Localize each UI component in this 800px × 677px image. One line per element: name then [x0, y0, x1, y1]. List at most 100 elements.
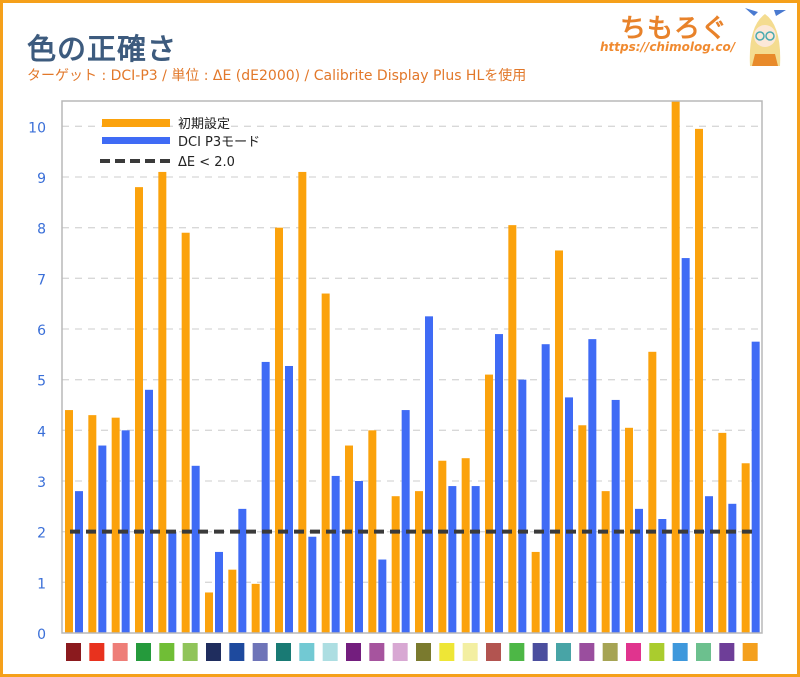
- site-logo: ちもろぐ https://chimolog.co/: [600, 6, 790, 66]
- bar-initial: [88, 415, 97, 633]
- legend: 初期設定 DCI P3モード ΔE < 2.0: [100, 116, 260, 170]
- bar-initial: [648, 351, 657, 633]
- bar-dci-p3: [681, 258, 690, 633]
- bar-initial: [181, 232, 190, 633]
- y-tick-label: 5: [37, 374, 46, 390]
- color-patch: [392, 643, 408, 661]
- bar-dci-p3: [565, 397, 573, 633]
- y-tick-label: 1: [37, 576, 46, 592]
- color-patch: [556, 643, 571, 661]
- color-patch: [346, 643, 361, 661]
- bar-initial: [321, 293, 330, 633]
- bar-initial: [718, 432, 727, 633]
- bar-dci-p3: [635, 508, 643, 633]
- plot-border: [61, 100, 763, 634]
- bar-initial: [251, 583, 260, 633]
- bar-dci-p3: [425, 316, 433, 633]
- color-patch: [159, 643, 175, 661]
- color-patch: [299, 643, 315, 661]
- bar-initial: [275, 227, 283, 633]
- color-patch: [579, 643, 595, 661]
- color-patch: [719, 643, 735, 661]
- bar-dci-p3: [518, 379, 527, 633]
- y-tick-label: 10: [28, 120, 46, 136]
- color-patch: [89, 643, 105, 661]
- bar-dci-p3: [145, 389, 153, 633]
- color-patch: [509, 643, 525, 661]
- color-patch: [532, 643, 548, 661]
- bar-initial: [135, 187, 143, 633]
- bar-dci-p3: [191, 465, 200, 633]
- bar-initial: [695, 128, 703, 633]
- bar-initial: [578, 425, 587, 633]
- bar-initial: [65, 410, 73, 633]
- color-patch: [136, 643, 151, 661]
- bar-dci-p3: [215, 551, 223, 633]
- legend-swatch-initial: [102, 119, 170, 127]
- y-tick-label: 6: [37, 323, 46, 339]
- bar-dci-p3: [75, 491, 83, 633]
- bar-dci-p3: [238, 508, 247, 633]
- logo-url: https://chimolog.co/: [600, 40, 736, 54]
- color-patch: [602, 643, 618, 661]
- bar-dci-p3: [168, 531, 177, 633]
- bar-initial: [345, 445, 353, 633]
- mascot-icon: [745, 8, 786, 66]
- bar-dci-p3: [611, 399, 620, 633]
- bar-dci-p3: [471, 486, 480, 633]
- page-title: 色の正確さ: [27, 32, 178, 66]
- bar-initial: [741, 463, 750, 633]
- color-patch: [206, 643, 221, 661]
- y-tick-label: 2: [37, 526, 46, 542]
- bar-initial: [671, 101, 680, 633]
- bar-dci-p3: [495, 334, 503, 633]
- color-patch: [486, 643, 501, 661]
- bar-dci-p3: [541, 344, 550, 633]
- color-patch: [696, 643, 711, 661]
- bar-initial: [438, 460, 447, 633]
- color-patch: [322, 643, 338, 661]
- bar-initial: [298, 171, 307, 633]
- y-tick-label: 4: [37, 424, 46, 440]
- bar-initial: [205, 592, 213, 633]
- legend-label-p3: DCI P3モード: [178, 135, 260, 150]
- bar-dci-p3: [448, 486, 457, 633]
- color-patch: [369, 643, 385, 661]
- bar-initial: [508, 225, 517, 633]
- color-patch: [649, 643, 665, 661]
- color-patch: [229, 643, 245, 661]
- color-patch: [742, 643, 758, 661]
- bar-dci-p3: [751, 341, 760, 633]
- color-patch: [672, 643, 688, 661]
- color-patch: [462, 643, 478, 661]
- bar-dci-p3: [658, 519, 667, 633]
- bar-dci-p3: [331, 475, 340, 633]
- bar-initial: [531, 551, 540, 633]
- y-tick-label: 7: [37, 272, 46, 288]
- bar-initial: [485, 374, 493, 633]
- color-patch: [626, 643, 641, 661]
- legend-swatch-p3: [102, 137, 170, 144]
- bar-dci-p3: [401, 410, 410, 633]
- bar-initial: [368, 430, 377, 633]
- bar-dci-p3: [261, 361, 270, 633]
- color-patch: [66, 643, 81, 661]
- bar-dci-p3: [728, 503, 737, 633]
- bar-dci-p3: [378, 559, 387, 633]
- bar-dci-p3: [588, 339, 597, 633]
- bar-dci-p3: [285, 365, 293, 633]
- bar-initial: [228, 569, 237, 633]
- y-tick-label: 3: [37, 475, 46, 491]
- y-tick-label: 9: [37, 171, 46, 187]
- legend-label-threshold: ΔE < 2.0: [178, 155, 235, 170]
- color-patch: [439, 643, 455, 661]
- color-patch: [182, 643, 198, 661]
- bar-initial: [601, 491, 610, 633]
- color-patch: [416, 643, 431, 661]
- bar-initial: [111, 417, 120, 633]
- color-patch: [276, 643, 291, 661]
- y-tick-label: 8: [37, 222, 46, 238]
- bar-dci-p3: [705, 496, 713, 633]
- y-tick-label: 0: [37, 627, 46, 643]
